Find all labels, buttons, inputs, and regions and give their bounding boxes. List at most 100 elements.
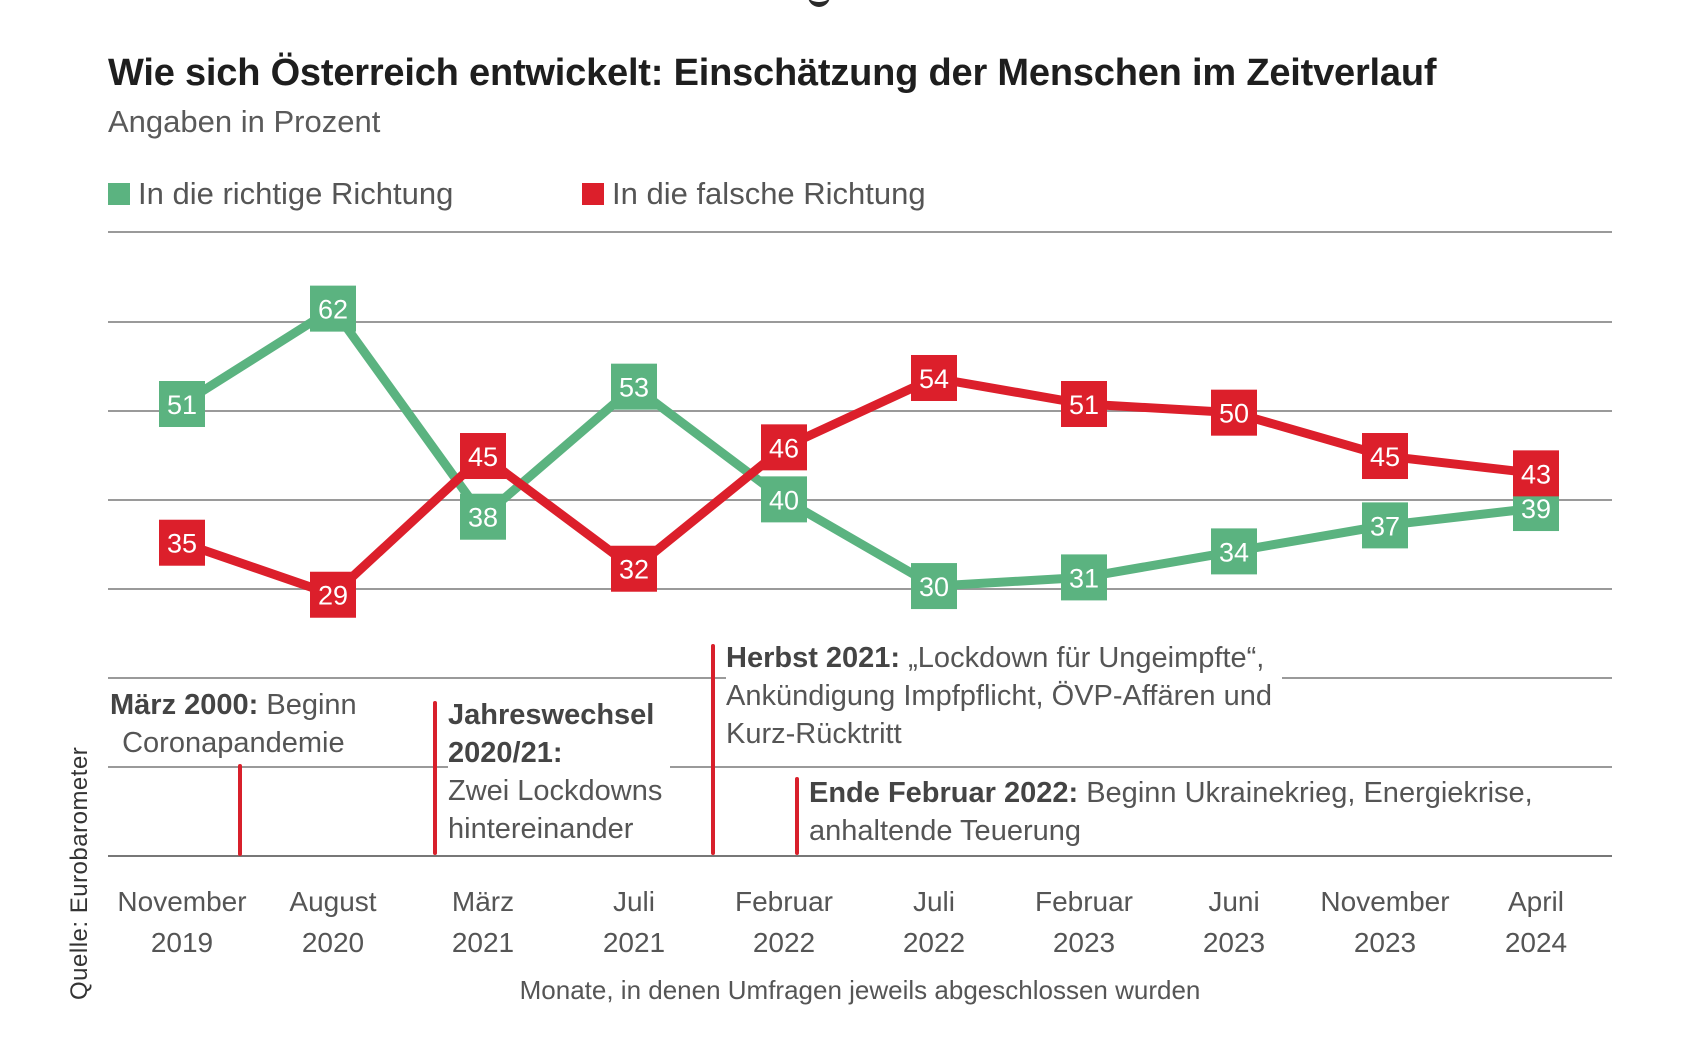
annotation-text: hintereinander [448,813,634,845]
data-point: 51 [1061,381,1107,427]
data-label: 31 [1069,563,1099,593]
data-point: 38 [460,493,506,540]
data-marker [310,285,356,332]
annotation-marker-jahreswechsel [433,701,437,855]
annotation-date: Jahreswechsel [448,699,655,731]
x-tick-label-month: März [452,886,514,917]
x-tick-label-year: 2021 [603,927,665,958]
data-label: 54 [919,364,949,394]
data-point: 32 [611,545,657,592]
legend-label: In die richtige Richtung [138,176,454,211]
data-label: 30 [919,572,949,602]
x-tick-label-month: April [1508,886,1564,917]
data-label: 38 [468,503,498,533]
data-point: 35 [159,519,205,566]
data-marker [761,424,807,471]
data-label: 45 [1370,442,1400,472]
data-marker [1211,389,1257,436]
annotation-date: Ende Februar 2022: [809,777,1079,809]
data-marker [1061,554,1107,601]
data-point: 53 [611,363,657,410]
x-tick-label-month: Juli [913,886,955,917]
x-axis-labels: November 2019 August 2020 März 2021 Juli 2021 Fe… [117,886,1567,958]
data-marker [911,563,957,610]
data-point: 62 [310,285,356,332]
data-label: 46 [769,433,799,463]
data-label: 43 [1521,459,1551,489]
annotation-text: „Lockdown für Ungeimpfte“, [900,642,1265,674]
data-label: 51 [167,390,197,420]
annotation-text: Beginn Ukrainekrieg, Energiekrise, [1078,777,1533,809]
data-point: 54 [911,354,957,401]
x-tick-label-year: 2022 [903,927,965,958]
annotation-marker-herbst-2021 [711,644,715,855]
data-label: 29 [318,581,348,611]
legend-swatch-green [108,183,130,205]
data-marker [1211,528,1257,575]
annotation-text: Beginn [258,689,357,721]
chart-subtitle: Angaben in Prozent [108,104,381,139]
data-point: 29 [310,571,356,618]
data-marker [611,363,657,410]
cropped-glyph-fragment [808,0,830,7]
data-point: 30 [911,563,957,610]
data-marker [460,433,506,480]
data-label: 39 [1521,494,1551,524]
data-label: 53 [619,373,649,403]
x-tick-label-year: 2021 [452,927,514,958]
x-tick-label-year: 2022 [753,927,815,958]
data-point: 43 [1513,450,1559,497]
data-marker [159,519,205,566]
annotation-text: Kurz-Rücktritt [726,718,902,750]
data-point: 40 [761,476,807,523]
x-tick-label-month: Juli [613,886,655,917]
annotation-corona: März 2000: Beginn Coronapandemie [106,686,361,762]
legend-label: In die falsche Richtung [612,176,926,211]
data-marker [761,476,807,523]
data-label: 34 [1219,537,1249,567]
annotation-date: 2020/21: [448,737,563,769]
data-marker [911,354,957,401]
data-label: 45 [468,442,498,472]
data-point: 34 [1211,528,1257,575]
annotation-text: Zwei Lockdowns [448,775,663,807]
x-tick-label-year: 2024 [1505,927,1567,958]
data-point: 46 [761,424,807,471]
x-tick-label-year: 2023 [1053,927,1115,958]
legend-item-falsch: In die falsche Richtung [582,176,926,212]
annotation-marker-corona [238,764,242,856]
chart-title: Wie sich Österreich entwickelt: Einschät… [108,52,1437,94]
x-tick-label-month: Februar [1035,886,1133,917]
x-tick-label-year: 2023 [1354,927,1416,958]
legend-item-richtig: In die richtige Richtung [108,176,453,212]
annotation-ukrainekrieg: Ende Februar 2022: Beginn Ukrainekrieg, … [809,774,1533,850]
data-label: 32 [619,555,649,585]
x-tick-label-month: November [117,886,246,917]
legend-swatch-red [582,183,604,205]
data-point: 37 [1362,502,1408,549]
annotation-herbst-2021: Herbst 2021: „Lockdown für Ungeimpfte“, … [726,639,1282,753]
x-tick-label-month: Februar [735,886,833,917]
x-tick-label-month: August [289,886,376,917]
data-marker [460,493,506,540]
data-marker [159,381,205,427]
x-axis-title: Monate, in denen Umfragen jeweils abgesc… [520,975,1201,1005]
data-label: 62 [318,295,348,325]
series-lines [179,302,1537,600]
data-point: 31 [1061,554,1107,601]
x-tick-label-year: 2020 [302,927,364,958]
x-tick-label-year: 2019 [151,927,213,958]
data-point: 45 [1362,433,1408,480]
data-point: 45 [460,433,506,480]
data-label: 51 [1069,390,1099,420]
x-tick-label-month: November [1320,886,1449,917]
data-marker [1362,502,1408,549]
annotation-date: März 2000: [110,689,259,721]
annotation-marker-ukrainekrieg [795,777,799,855]
data-label: 35 [167,529,197,559]
x-tick-label-month: Juni [1208,886,1259,917]
annotation-jahreswechsel: Jahreswechsel 2020/21: Zwei Lockdowns hi… [448,696,671,848]
data-marker [1061,381,1107,427]
annotation-text: Ankündigung Impfpflicht, ÖVP-Affären und [726,680,1272,712]
